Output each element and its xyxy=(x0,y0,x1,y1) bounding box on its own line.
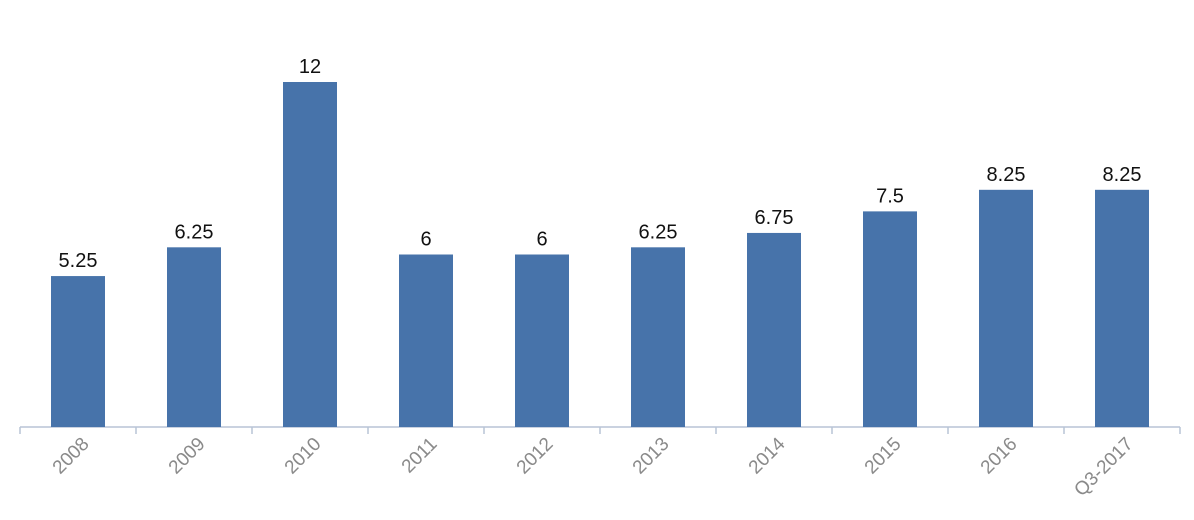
x-tick-label: 2014 xyxy=(745,433,790,478)
x-tick-label: Q3-2017 xyxy=(1070,434,1137,501)
bar xyxy=(51,276,105,427)
value-label: 8.25 xyxy=(1103,164,1142,186)
x-tick-label: 2013 xyxy=(629,434,674,479)
x-tick-label: 2012 xyxy=(513,434,558,479)
value-label: 12 xyxy=(299,56,321,78)
x-tick-label: 2016 xyxy=(977,434,1022,479)
x-tick-label: 2015 xyxy=(861,434,906,479)
x-tick-label: 2010 xyxy=(281,434,326,479)
bar xyxy=(979,189,1033,427)
bar xyxy=(631,247,685,427)
bar xyxy=(167,247,221,427)
bar xyxy=(283,82,337,427)
value-label: 8.25 xyxy=(987,164,1026,186)
x-tick-label: 2008 xyxy=(49,434,94,479)
value-label: 6 xyxy=(420,229,431,251)
bar xyxy=(1095,189,1149,427)
value-label: 6 xyxy=(536,229,547,251)
bar xyxy=(399,254,453,427)
x-tick-label: 2011 xyxy=(398,434,442,478)
value-label: 6.25 xyxy=(175,221,214,243)
bar xyxy=(515,254,569,427)
x-tick-label: 2009 xyxy=(165,434,210,479)
bar xyxy=(747,232,801,427)
value-label: 6.25 xyxy=(639,221,678,243)
bar xyxy=(863,211,917,427)
value-label: 7.5 xyxy=(876,185,904,207)
value-label: 6.75 xyxy=(755,207,794,229)
value-label: 5.25 xyxy=(59,250,98,272)
